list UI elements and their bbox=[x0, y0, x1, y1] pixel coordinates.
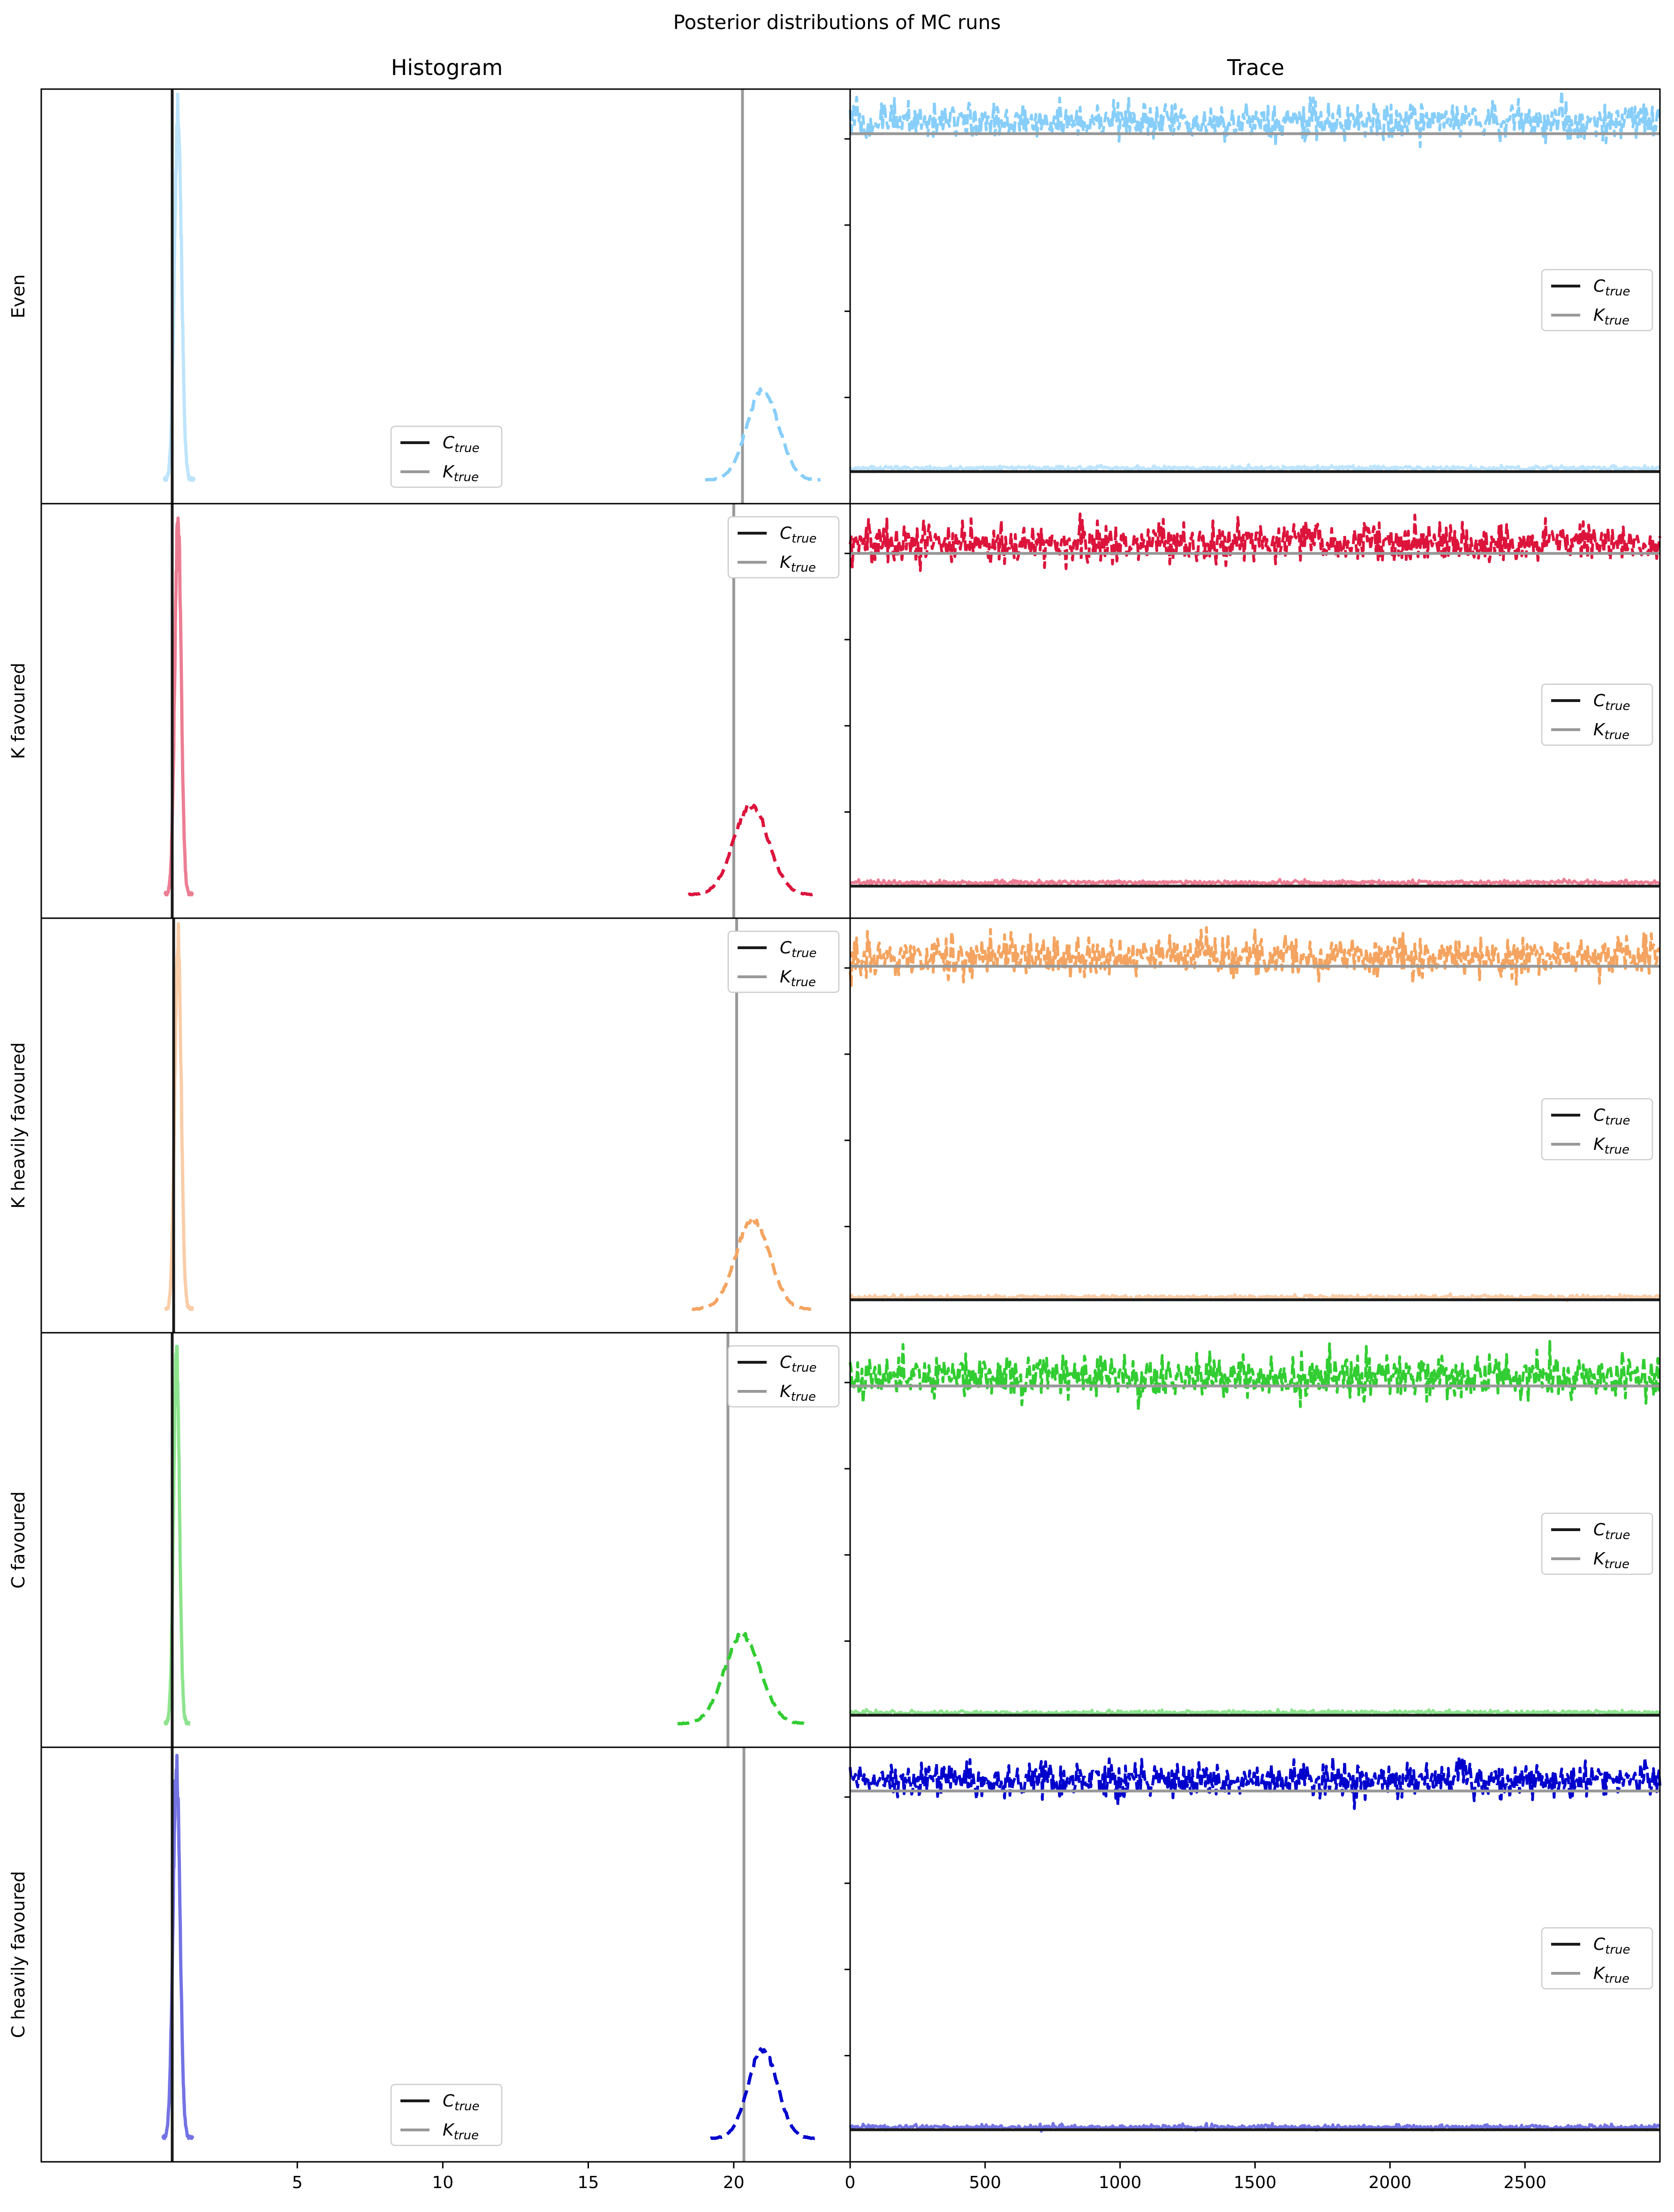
column-title-trace: Trace bbox=[1227, 55, 1284, 80]
k-posterior-curve bbox=[687, 803, 814, 897]
c-trace-line bbox=[849, 877, 1661, 887]
hist-panel-k-favoured: K favoured bbox=[8, 503, 851, 919]
hist-legend: Ctrue Ktrue bbox=[390, 425, 503, 488]
trace-legend-k-true-label: Ktrue bbox=[1593, 1964, 1629, 1986]
figure-title: Posterior distributions of MC runs bbox=[673, 11, 1001, 34]
c-posterior-curve bbox=[163, 1344, 191, 1726]
panels: Even Ctrue Ktrue K favoured Ctrue Ktrue K heav… bbox=[8, 88, 1661, 2192]
k-trace-line bbox=[849, 926, 1661, 987]
hist-legend-k-true-label: Ktrue bbox=[443, 462, 479, 484]
c-posterior-curve bbox=[164, 922, 194, 1311]
hist-legend-k-true-label: Ktrue bbox=[780, 967, 816, 989]
c-posterior-curve bbox=[163, 516, 194, 897]
c-posterior-curve bbox=[163, 92, 196, 482]
x-tick-label: 20 bbox=[723, 2173, 745, 2192]
trace-frame bbox=[849, 88, 1661, 505]
trace-legend-k-true-label: Ktrue bbox=[1593, 720, 1629, 742]
trace-legend: Ctrue Ktrue bbox=[1541, 1512, 1653, 1575]
k-posterior-curve bbox=[710, 2047, 816, 2140]
k-trace-line bbox=[849, 89, 1660, 148]
trace-legend: Ctrue Ktrue bbox=[1541, 1098, 1653, 1161]
c-trace-line bbox=[849, 2121, 1661, 2133]
trace-panel-k-heavily-favoured bbox=[845, 917, 1661, 1334]
trace-legend: Ctrue Ktrue bbox=[1541, 1927, 1653, 1990]
hist-legend-c-true-label: Ctrue bbox=[780, 524, 817, 546]
trace-legend: Ctrue Ktrue bbox=[1541, 683, 1653, 746]
trace-legend-c-true-label: Ctrue bbox=[1593, 277, 1630, 299]
hist-panel-c-favoured: C favoured bbox=[8, 1332, 851, 1748]
hist-legend-c-true-label: Ctrue bbox=[443, 2091, 480, 2114]
hist-legend-k-true-label: Ktrue bbox=[780, 553, 816, 575]
trace-frame bbox=[849, 1332, 1661, 1748]
x-tick-label: 0 bbox=[845, 2173, 856, 2192]
k-posterior-curve bbox=[691, 1216, 814, 1311]
hist-legend: Ctrue Ktrue bbox=[727, 930, 840, 993]
trace-frame bbox=[849, 1746, 1661, 2163]
k-trace-line bbox=[849, 1755, 1661, 1810]
column-title-histogram: Histogram bbox=[391, 55, 503, 80]
hist-legend-k-true-label: Ktrue bbox=[443, 2121, 479, 2143]
trace-panel-k-favoured bbox=[845, 503, 1661, 919]
k-posterior-curve bbox=[704, 387, 821, 482]
trace-frame bbox=[849, 503, 1661, 919]
trace-panel-c-favoured bbox=[845, 1332, 1661, 1748]
trace-legend-k-true-label: Ktrue bbox=[1593, 1135, 1629, 1157]
x-tick-label: 2500 bbox=[1503, 2173, 1546, 2192]
x-tick-label: 500 bbox=[969, 2173, 1001, 2192]
trace-panel-c-heavily-favoured: 0 500 1000 1500 2000 2500 bbox=[845, 1746, 1661, 2192]
row-label: K favoured bbox=[8, 663, 29, 759]
trace-legend: Ctrue Ktrue bbox=[1541, 269, 1653, 332]
hist-legend: Ctrue Ktrue bbox=[390, 2084, 503, 2146]
hist-legend-c-true-label: Ctrue bbox=[443, 433, 480, 455]
row-label: C heavily favoured bbox=[8, 1871, 29, 2038]
x-tick-label: 5 bbox=[292, 2173, 303, 2192]
row-label: K heavily favoured bbox=[8, 1042, 29, 1209]
hist-legend-k-true-label: Ktrue bbox=[780, 1382, 816, 1404]
x-tick-label: 1500 bbox=[1234, 2173, 1277, 2192]
k-trace-line bbox=[849, 512, 1661, 572]
trace-legend-c-true-label: Ctrue bbox=[1593, 691, 1630, 713]
trace-legend-c-true-label: Ctrue bbox=[1593, 1106, 1630, 1128]
trace-legend-c-true-label: Ctrue bbox=[1593, 1520, 1630, 1542]
trace-frame bbox=[849, 917, 1661, 1334]
row-label: C favoured bbox=[8, 1491, 29, 1588]
trace-legend-c-true-label: Ctrue bbox=[1593, 1935, 1630, 1957]
hist-legend: Ctrue Ktrue bbox=[727, 516, 840, 579]
hist-panel-k-heavily-favoured: K heavily favoured bbox=[8, 917, 851, 1334]
trace-panel-even bbox=[845, 88, 1661, 505]
c-posterior-curve bbox=[161, 1753, 195, 2140]
hist-legend-c-true-label: Ctrue bbox=[780, 1353, 817, 1375]
hist-legend: Ctrue Ktrue bbox=[727, 1345, 840, 1408]
trace-legend-k-true-label: Ktrue bbox=[1593, 1549, 1629, 1571]
k-posterior-curve bbox=[677, 1632, 808, 1726]
x-tick-label: 2000 bbox=[1369, 2173, 1412, 2192]
hist-legend-c-true-label: Ctrue bbox=[780, 938, 817, 960]
row-label: Even bbox=[8, 274, 29, 318]
x-tick-label: 15 bbox=[578, 2173, 599, 2192]
trace-legend-k-true-label: Ktrue bbox=[1593, 306, 1629, 328]
x-tick-label: 10 bbox=[432, 2173, 453, 2192]
k-trace-line bbox=[849, 1340, 1661, 1412]
x-tick-label: 1000 bbox=[1099, 2173, 1142, 2192]
